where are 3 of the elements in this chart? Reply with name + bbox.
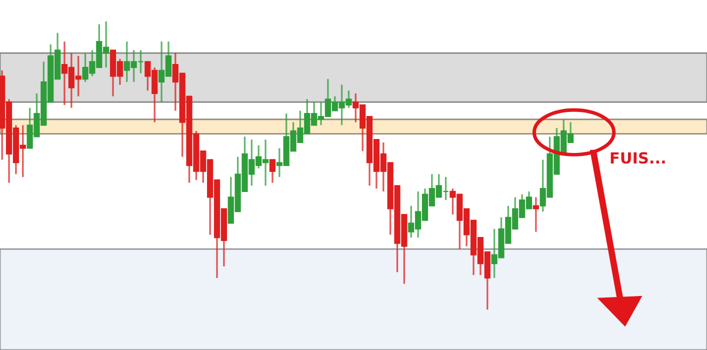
candlestick	[269, 158, 276, 184]
candlestick	[532, 196, 539, 233]
text: FUIS...	[610, 152, 665, 164]
